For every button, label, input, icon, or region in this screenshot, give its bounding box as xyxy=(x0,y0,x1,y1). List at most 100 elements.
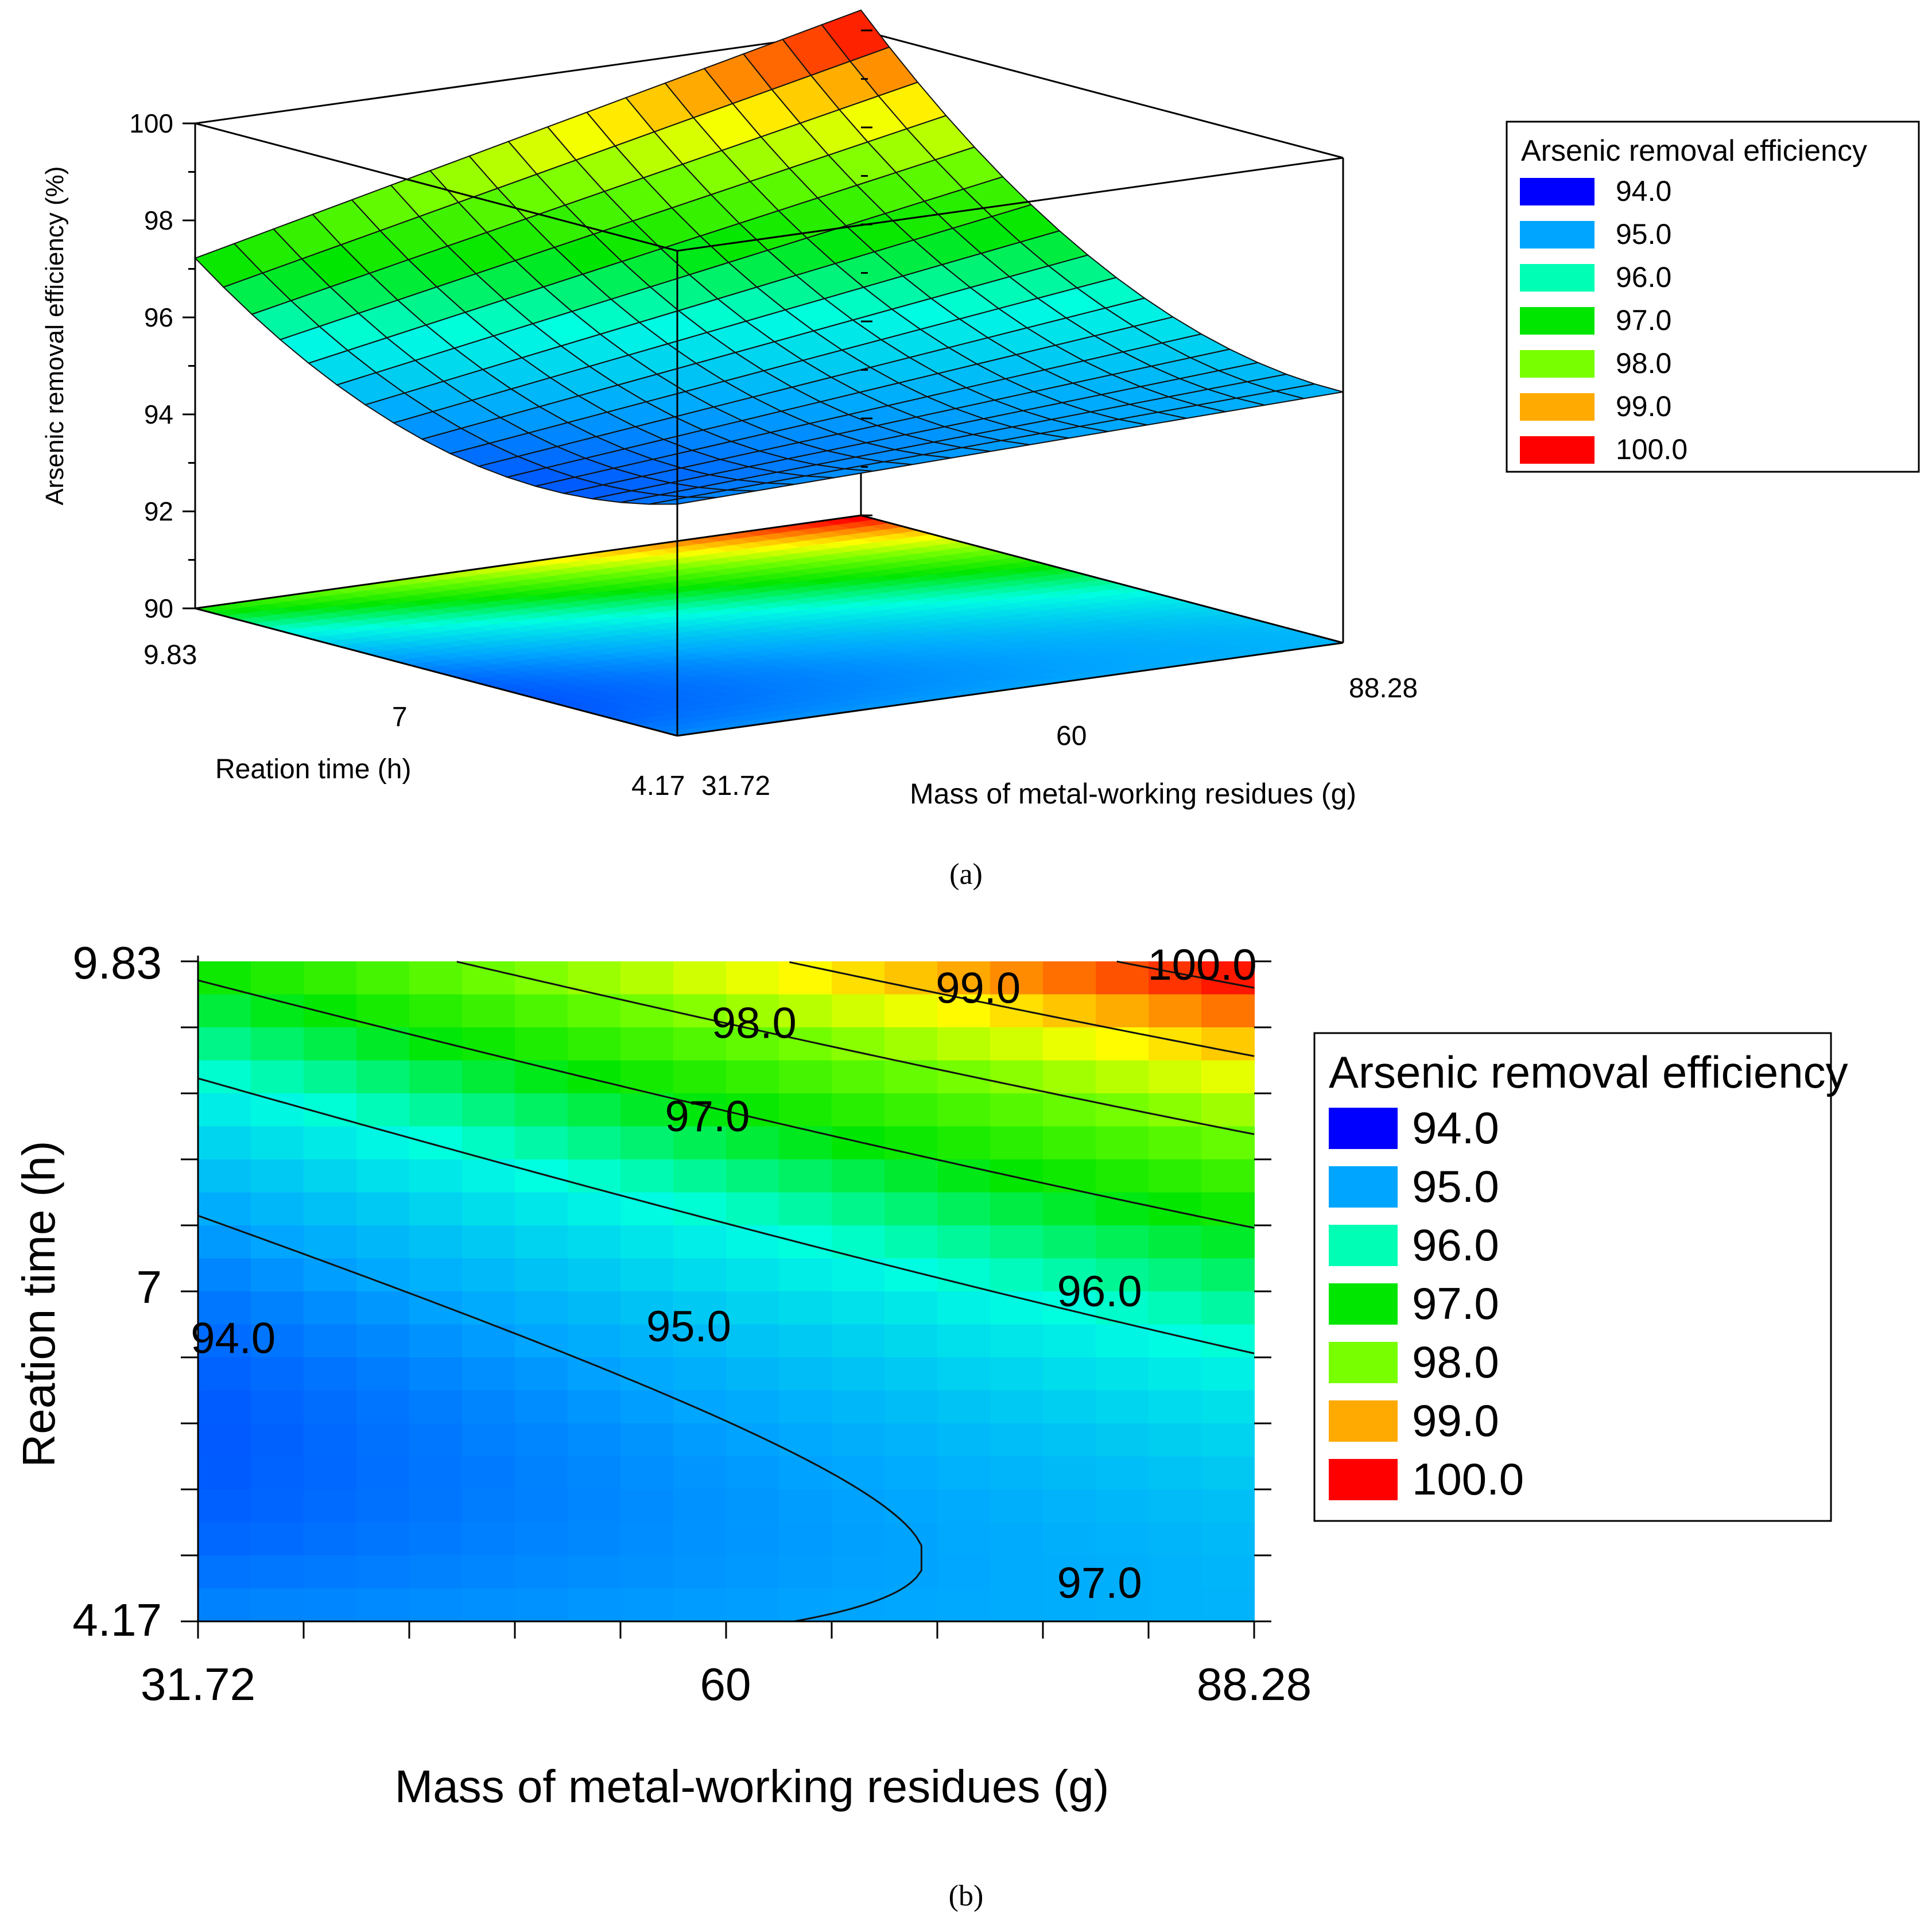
contour-cell xyxy=(620,1357,674,1391)
contour-cell xyxy=(304,961,357,995)
contour-cell xyxy=(198,1357,251,1391)
contour-cell xyxy=(356,1093,410,1127)
contour-line-96.0 xyxy=(197,1077,1255,1354)
contour-cell xyxy=(515,1192,568,1226)
contour-cell xyxy=(884,1324,938,1358)
contour-cell xyxy=(990,961,1043,995)
contour-cell xyxy=(990,1456,1043,1490)
contour-cell xyxy=(726,1291,779,1325)
legend-a-swatch xyxy=(1520,264,1595,292)
contour-cell xyxy=(620,1291,674,1325)
contour-cell xyxy=(884,1225,938,1259)
contour-cell xyxy=(779,1489,832,1523)
contour-cell xyxy=(251,1225,304,1259)
legend-b-label: 95.0 xyxy=(1412,1161,1499,1212)
contour-cell xyxy=(779,1159,832,1193)
contour-cell xyxy=(832,994,885,1028)
contour-cell xyxy=(356,1522,410,1556)
contour-cell xyxy=(1201,1423,1255,1457)
contour-cell xyxy=(198,1456,251,1490)
contour-cell xyxy=(409,1159,463,1193)
legend-b-swatch xyxy=(1329,1400,1398,1442)
contour-cell xyxy=(304,1555,357,1589)
legend-a-swatch xyxy=(1520,350,1595,378)
legend-a-swatch xyxy=(1520,178,1595,205)
z-tick-label: 94 xyxy=(144,399,173,429)
contour-cell xyxy=(832,1555,885,1589)
contour-cell xyxy=(568,1192,621,1226)
x-axis-title: Mass of metal-working residues (g) xyxy=(910,778,1356,810)
contour-cell xyxy=(1043,1423,1096,1457)
contour-cell xyxy=(620,1489,674,1523)
contour-cell xyxy=(198,1291,251,1325)
contour-cell xyxy=(356,1291,410,1325)
legend-b-label: 99.0 xyxy=(1412,1395,1499,1446)
legend-a-title: Arsenic removal efficiency xyxy=(1521,134,1867,168)
contour-cell xyxy=(1149,1456,1202,1490)
contour-cell xyxy=(1043,1291,1096,1325)
y-tick-label-max: 9.83 xyxy=(72,937,162,988)
contour-cell xyxy=(251,994,304,1028)
contour-cell xyxy=(462,1357,515,1391)
contour-cell xyxy=(1096,1126,1149,1160)
contour-cell xyxy=(198,1588,251,1622)
contour-cell xyxy=(884,1357,938,1391)
contour-cell xyxy=(568,1258,621,1292)
contour-cell xyxy=(304,1522,357,1556)
contour-cell xyxy=(304,1225,357,1259)
contour-cell xyxy=(832,1225,885,1259)
contour-cell xyxy=(568,1423,621,1457)
contour-cell xyxy=(937,1390,991,1424)
contour-cell xyxy=(937,1291,991,1325)
contour-cell xyxy=(462,1588,515,1622)
z-axis-title: Arsenic removal efficiency (%) xyxy=(41,166,69,506)
contour-cell xyxy=(673,961,727,995)
contour-cell xyxy=(462,1555,515,1589)
contour-cell xyxy=(620,1324,674,1358)
contour-cell xyxy=(568,1093,621,1127)
contour-cell xyxy=(251,1489,304,1523)
contour-cell xyxy=(568,1027,621,1061)
contour-cell xyxy=(990,1126,1043,1160)
contour-cell xyxy=(1043,1060,1096,1094)
contour-cell xyxy=(1201,1555,1255,1589)
contour-cell xyxy=(515,1423,568,1457)
box-floor-left xyxy=(195,607,678,737)
legend-b: Arsenic removal efficiency 94.0 95.0 96.0 9… xyxy=(1313,1032,1848,1522)
contour-cell xyxy=(1201,1588,1255,1622)
contour-cell xyxy=(1096,1060,1149,1094)
contour-cell xyxy=(990,1258,1043,1292)
contour-cell xyxy=(1149,1291,1202,1325)
contour-cell xyxy=(409,1357,463,1391)
contour-cell xyxy=(832,1291,885,1325)
legend-b-label: 100.0 xyxy=(1412,1454,1524,1504)
contour-cell xyxy=(409,1390,463,1424)
contour-cell xyxy=(462,1192,515,1226)
contour-cell xyxy=(832,1489,885,1523)
contour-cell xyxy=(568,994,621,1028)
contour-cell xyxy=(356,1159,410,1193)
contour-cell xyxy=(1043,1324,1096,1358)
contour-line-97.0 xyxy=(197,979,1255,1229)
z-tick-label: 92 xyxy=(144,496,173,526)
contour-cell xyxy=(673,1522,727,1556)
contour-cell xyxy=(1201,1126,1255,1160)
contour-cell xyxy=(1201,994,1255,1028)
contour-cell xyxy=(620,1522,674,1556)
contour-cell xyxy=(1096,1027,1149,1061)
x-tick-label-mid: 60 xyxy=(1056,721,1087,751)
contour-cell xyxy=(409,1324,463,1358)
contour-cell xyxy=(251,1588,304,1622)
contour-cell xyxy=(409,961,463,995)
y-tick-label-min: 4.17 xyxy=(72,1594,162,1645)
contour-cell xyxy=(1096,1588,1149,1622)
contour-cell xyxy=(1201,1291,1255,1325)
legend-a: Arsenic removal efficiency 94.0 95.0 96.0 9… xyxy=(1506,121,1920,473)
contour-cell xyxy=(198,1060,251,1094)
contour-cell xyxy=(1149,1258,1202,1292)
contour-cell xyxy=(515,1291,568,1325)
contour-cell xyxy=(409,1060,463,1094)
contour-cell xyxy=(990,1324,1043,1358)
contour-cell xyxy=(251,1456,304,1490)
contour-cell xyxy=(462,1093,515,1127)
